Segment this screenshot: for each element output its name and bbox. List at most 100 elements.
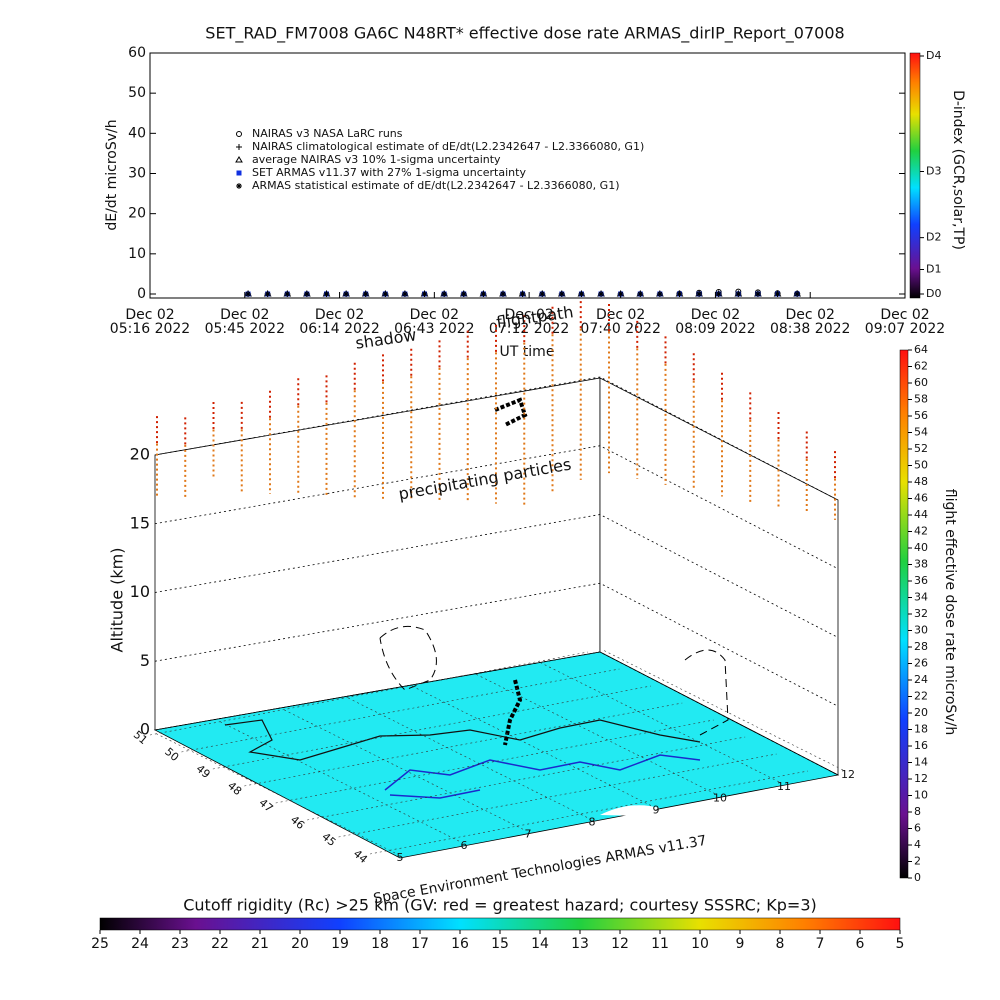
floor-colorbar-tick-label: 25: [91, 936, 109, 952]
colorbar-tick-label: 0: [914, 871, 921, 884]
marker: [637, 291, 644, 297]
x-tick-date: Dec 02: [786, 307, 835, 323]
marker: [617, 291, 624, 297]
plot-frame: [149, 52, 906, 299]
floor-colorbar-label: Cutoff rigidity (Rc) >25 km (GV: red = g…: [183, 896, 817, 915]
colorbar-tick-label: 22: [914, 690, 928, 703]
x-tick-date: Dec 02: [691, 307, 740, 323]
floor-colorbar-tick-label: 16: [451, 936, 469, 952]
z-axis-label: Altitude (km): [108, 548, 127, 653]
floor-colorbar-tick-label: 8: [776, 936, 785, 952]
marker: [401, 291, 408, 297]
floor-colorbar-tick-label: 13: [571, 936, 589, 952]
legend-label: NAIRAS climatological estimate of dE/dt(…: [252, 140, 644, 153]
colorbar-tick-label: 38: [914, 558, 928, 571]
legend-marker: [236, 131, 242, 137]
colorbar-tick-label: 36: [914, 574, 928, 587]
y-tick-label: 45: [319, 830, 338, 849]
colorbar-tick-label: D1: [926, 263, 941, 276]
legend-marker: [235, 156, 243, 163]
colorbar-tick-label: 44: [914, 508, 928, 521]
colorbar-tick-label: 20: [914, 706, 928, 719]
marker: [441, 291, 448, 297]
grid-line: [154, 376, 839, 501]
x-tick-label: 05:16 2022: [110, 321, 190, 337]
z-tick-label: 15: [130, 513, 150, 532]
x-tick-label: 07:12 2022: [489, 321, 569, 337]
colorbar-tick-label: 28: [914, 640, 928, 653]
colorbar-tick-label: 4: [914, 838, 921, 851]
x-tick-label: 06:14 2022: [299, 321, 379, 337]
floor-colorbar-tick-label: 15: [491, 936, 509, 952]
colorbar-tick-label: 30: [914, 624, 928, 637]
marker: [323, 291, 330, 297]
coastline-blue: [384, 754, 701, 799]
dose-colorbar: [899, 349, 909, 879]
chart-title: SET_RAD_FM7008 GA6C N48RT* effective dos…: [205, 24, 844, 44]
x-tick-label: 9: [653, 804, 660, 817]
colorbar-tick-label: 50: [914, 459, 928, 472]
y-tick-label: 46: [288, 813, 307, 832]
marker: [382, 291, 389, 297]
colorbar-label: flight effective dose rate microSv/h: [942, 489, 958, 735]
floor-gap: [600, 805, 660, 816]
y-tick-label: 50: [128, 85, 146, 101]
marker: [735, 291, 742, 297]
x-tick-label: 07:40 2022: [580, 321, 660, 337]
y-tick-label: 49: [194, 762, 213, 781]
y-grid: [244, 702, 683, 787]
y-tick-label: 60: [128, 45, 146, 61]
floor-colorbar-tick-label: 23: [171, 936, 189, 952]
colorbar-tick-label: 56: [914, 409, 928, 422]
legend-marker: [236, 170, 242, 176]
colorbar-tick-label: 46: [914, 492, 928, 505]
z-tick-label: 10: [130, 582, 150, 601]
floor-colorbar-tick-label: 10: [691, 936, 709, 952]
colorbar-tick-label: D4: [926, 49, 941, 62]
floor-colorbar-tick-label: 7: [816, 936, 825, 952]
marker: [794, 291, 801, 297]
y-grid: [369, 770, 809, 855]
colorbar-tick-label: 64: [914, 343, 928, 356]
colorbar-tick-label: 32: [914, 607, 928, 620]
x-tick-label: 5: [397, 851, 404, 864]
floor-3d: [153, 377, 840, 859]
grid-line: [154, 651, 839, 776]
x-tick-date: Dec 02: [410, 307, 459, 323]
coastline: [224, 719, 701, 761]
floor-colorbar-tick-label: 11: [651, 936, 669, 952]
colorbar-tick-label: 58: [914, 393, 928, 406]
flight-path: [494, 397, 528, 746]
floor-colorbar-tick-label: 14: [531, 936, 549, 952]
marker: [558, 291, 565, 297]
legend-label: ARMAS statistical estimate of dE/dt(L2.2…: [252, 179, 619, 192]
marker: [774, 291, 781, 297]
y-tick-label: 40: [128, 125, 146, 141]
y-tick-label: 44: [351, 847, 370, 866]
floor-colorbar-tick-label: 18: [371, 936, 389, 952]
y-tick-label: 30: [128, 166, 146, 182]
x-tick-label: 11: [777, 780, 791, 793]
colorbar-tick-label: 34: [914, 591, 928, 604]
floor-colorbar-tick-label: 22: [211, 936, 229, 952]
colorbar-label: D-index (GCR,solar,TP): [950, 90, 966, 250]
marker: [696, 291, 703, 297]
colorbar-tick-label: D2: [926, 231, 941, 244]
x-tick-label: 06:43 2022: [394, 321, 474, 337]
colorbar-tick-label: 40: [914, 541, 928, 554]
floor-colorbar-tick-label: 20: [291, 936, 309, 952]
colorbar-tick-label: 26: [914, 657, 928, 670]
y-tick-label: 0: [137, 286, 146, 302]
legend-label: NAIRAS v3 NASA LaRC runs: [252, 127, 403, 140]
colorbar-tick-label: 18: [914, 723, 928, 736]
rigidity-colorbar: [99, 917, 901, 931]
y-tick-label: 50: [162, 745, 181, 764]
legend-marker: [236, 144, 242, 150]
marker: [245, 291, 252, 297]
y-axis-label: dE/dt microSv/h: [104, 119, 120, 230]
colorbar-tick-label: 52: [914, 442, 928, 455]
floor-colorbar-tick-label: 9: [736, 936, 745, 952]
marker: [264, 291, 271, 297]
x-tick-date: Dec 02: [125, 307, 174, 323]
